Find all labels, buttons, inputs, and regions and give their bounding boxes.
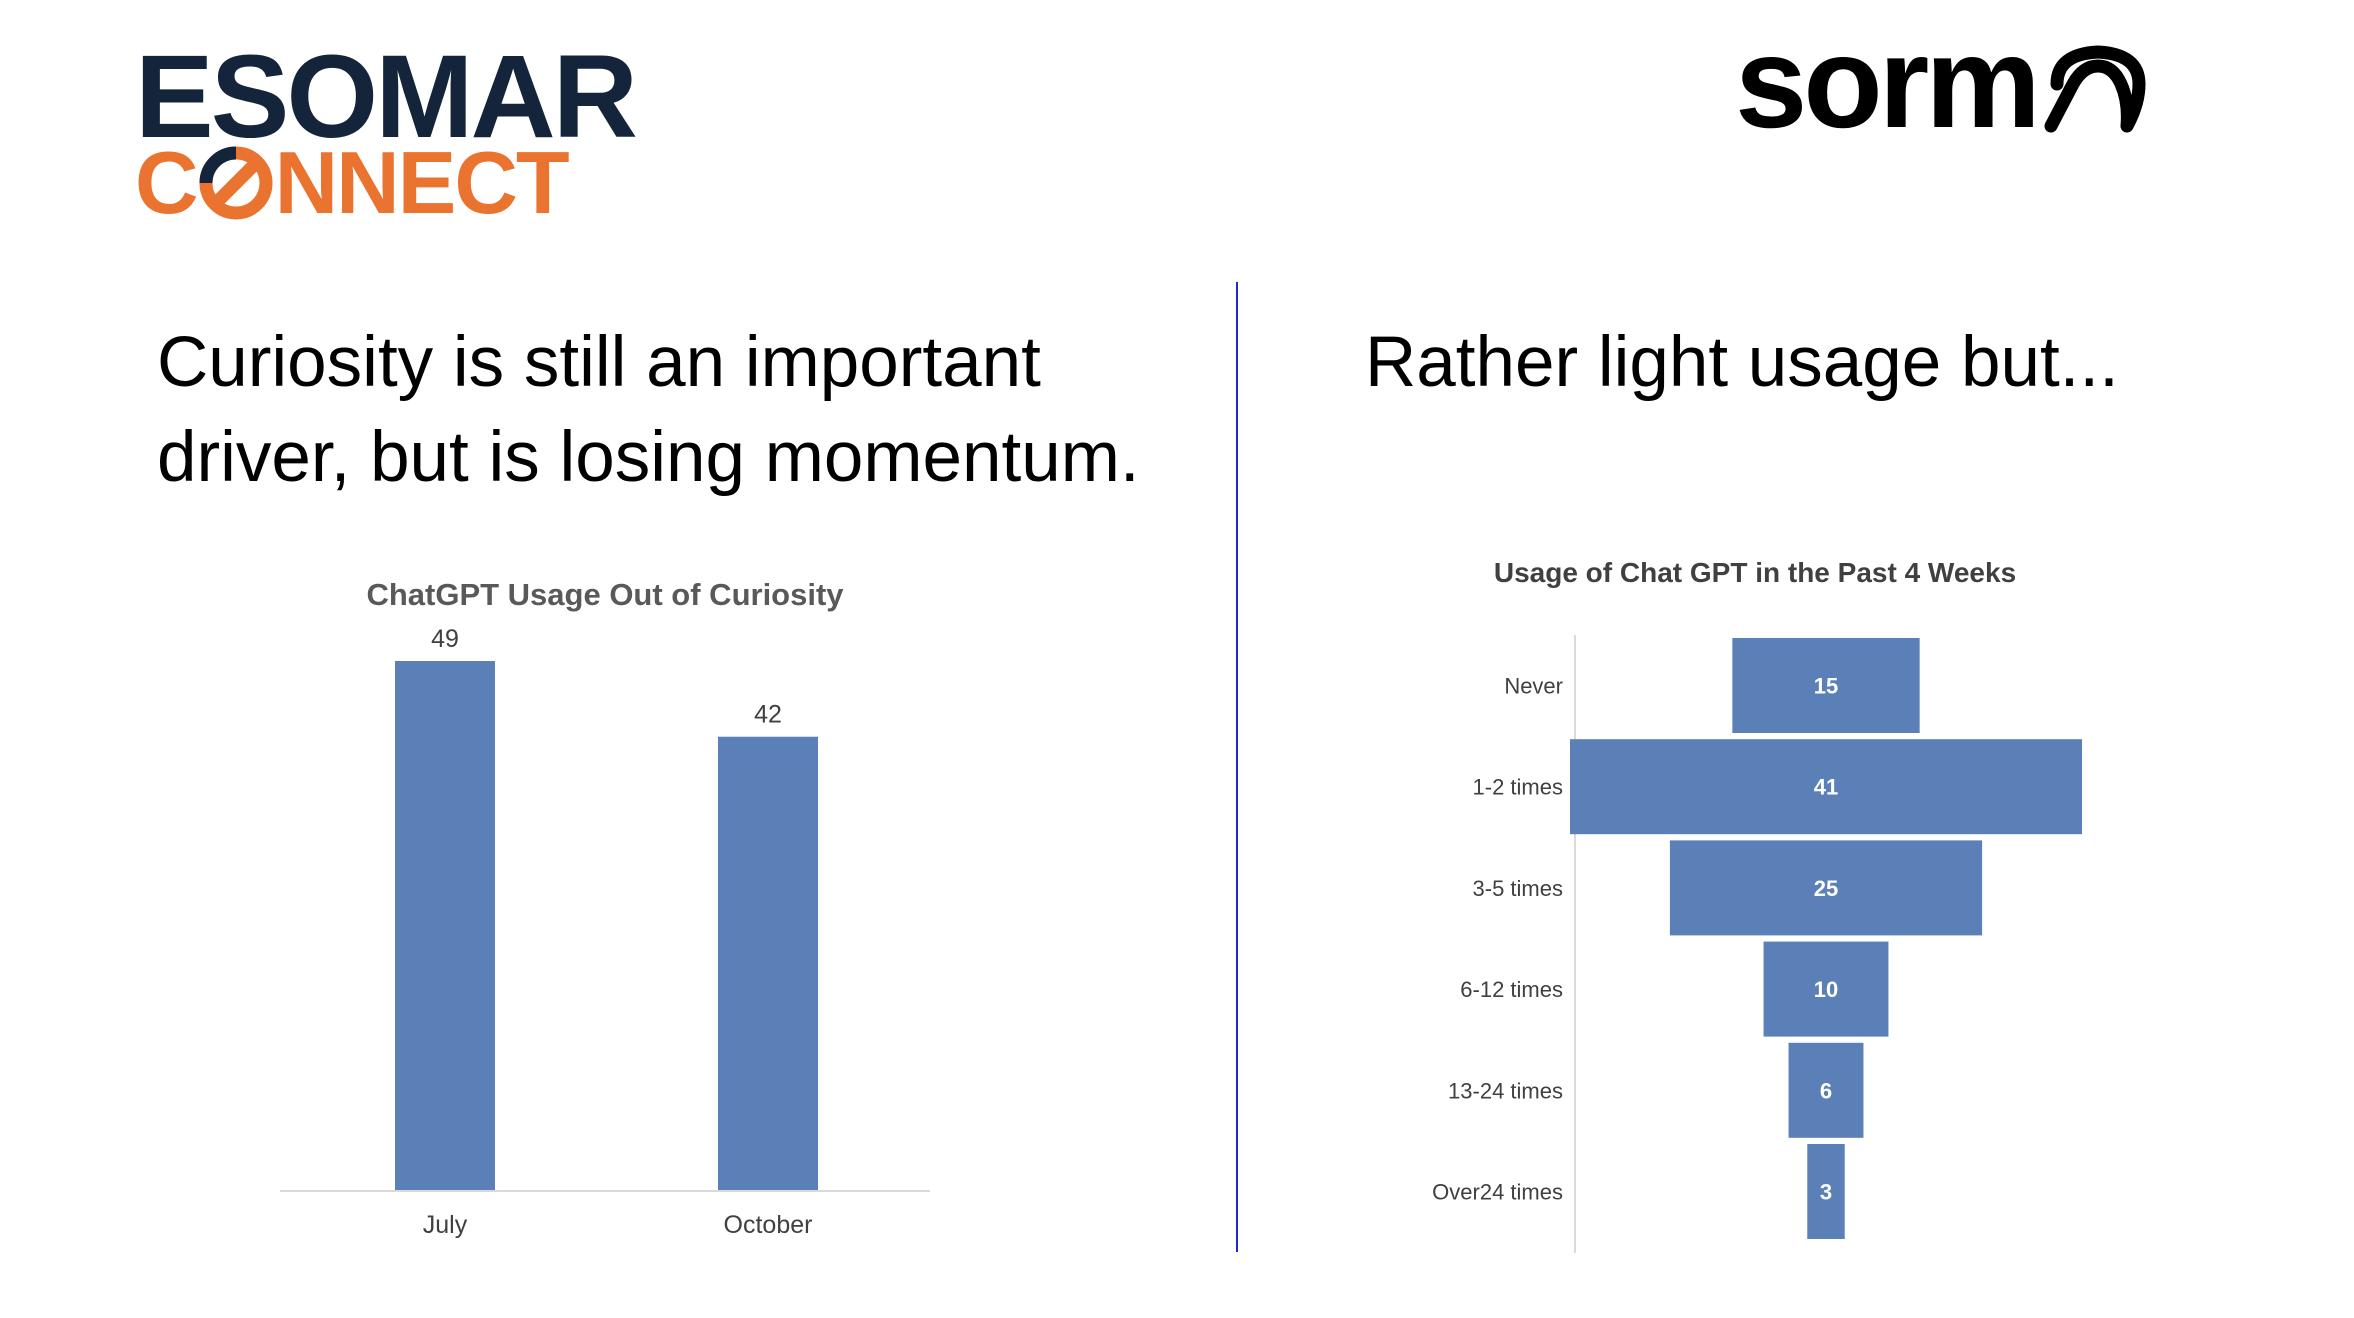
funnel-category-label: Never (1504, 674, 1563, 699)
right-headline-line1: Rather light usage but... (1365, 323, 2119, 402)
funnel-category-label: 1-2 times (1473, 775, 1563, 800)
section-divider (1236, 282, 1238, 1252)
funnel-chart-plot: 15 Never 41 1-2 times 25 3-5 times 10 6-12 time… (1432, 638, 2082, 1239)
right-headline: Rather light usage but... (1365, 315, 2265, 410)
funnel-value-label: 15 (1814, 674, 1838, 699)
funnel-value-label: 25 (1814, 876, 1838, 901)
sorma-logo-word: sorm (1735, 9, 2041, 155)
funnel-category-label: Over24 times (1432, 1180, 1563, 1205)
left-headline-line2: driver, but is losing momentum. (157, 418, 1140, 497)
connect-logo-prefix: C (135, 133, 199, 232)
sorma-logo: sorm (1735, 9, 2235, 155)
bar-chart-title: ChatGPT Usage Out of Curiosity (366, 577, 844, 612)
bar-july (395, 661, 495, 1191)
funnel-bar (1807, 1144, 1845, 1239)
funnel-bar (1788, 1042, 1864, 1138)
funnel-value-label: 6 (1820, 1078, 1832, 1103)
bar-value-label: 42 (754, 701, 782, 729)
connect-logo-suffix: NNECT (274, 133, 570, 232)
bar-chart-plot: 49 July 42 October (395, 625, 818, 1239)
funnel-chart-title: Usage of Chat GPT in the Past 4 Weeks (1494, 557, 2016, 588)
esomar-logo-word: ESOMAR (135, 31, 638, 163)
bar-category-label: July (423, 1211, 468, 1239)
sorma-wave-icon (2044, 45, 2146, 133)
curiosity-bar-chart: ChatGPT Usage Out of Curiosity 49 July 42 O… (280, 577, 930, 1239)
funnel-value-label: 10 (1814, 977, 1838, 1002)
bar-value-label: 49 (431, 625, 459, 653)
funnel-value-label: 3 (1820, 1180, 1832, 1205)
funnel-value-label: 41 (1814, 775, 1838, 800)
connect-logo-word: C NNECT (135, 133, 570, 232)
funnel-category-label: 13-24 times (1448, 1078, 1563, 1103)
funnel-bar (1763, 941, 1889, 1037)
usage-funnel-chart: Usage of Chat GPT in the Past 4 Weeks 15… (1432, 557, 2082, 1253)
left-headline: Curiosity is still an important driver, … (157, 315, 1237, 505)
funnel-category-label: 3-5 times (1473, 876, 1563, 901)
bar-category-label: October (724, 1211, 813, 1239)
funnel-bar (1669, 840, 1983, 936)
funnel-bar (1732, 638, 1920, 733)
funnel-category-label: 6-12 times (1460, 977, 1563, 1002)
connect-o-icon (199, 146, 273, 220)
bar-october (718, 736, 818, 1191)
esomar-connect-logo: ESOMAR C NNECT (135, 31, 638, 232)
funnel-bar (1570, 739, 2082, 835)
left-headline-line1: Curiosity is still an important (157, 323, 1041, 402)
